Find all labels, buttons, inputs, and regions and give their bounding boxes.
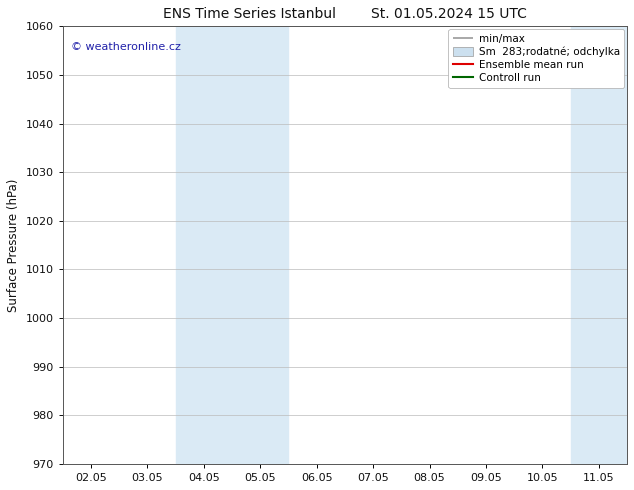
Title: ENS Time Series Istanbul        St. 01.05.2024 15 UTC: ENS Time Series Istanbul St. 01.05.2024 … bbox=[163, 7, 527, 21]
Text: © weatheronline.cz: © weatheronline.cz bbox=[71, 42, 181, 51]
Legend: min/max, Sm  283;rodatné; odchylka, Ensemble mean run, Controll run: min/max, Sm 283;rodatné; odchylka, Ensem… bbox=[448, 29, 624, 88]
Y-axis label: Surface Pressure (hPa): Surface Pressure (hPa) bbox=[7, 178, 20, 312]
Bar bbox=[176, 26, 288, 464]
Bar bbox=[571, 26, 627, 464]
